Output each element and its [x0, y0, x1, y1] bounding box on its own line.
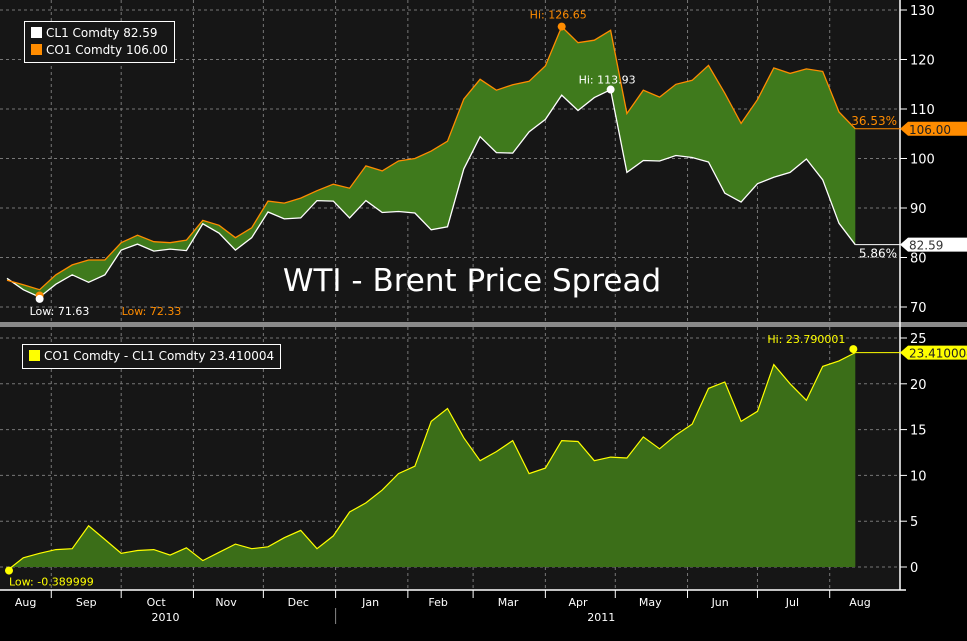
low-co1-label: Low: 72.33: [122, 305, 182, 318]
series-line-spread: [6, 352, 856, 572]
bottom-legend: CO1 Comdty - CL1 Comdty 23.410004: [22, 344, 282, 369]
legend-label: CO1 Comdty: [46, 43, 123, 57]
spread-fill-band: [7, 26, 856, 298]
spread-area-fill: [6, 352, 856, 571]
month-label: Jun: [711, 596, 729, 609]
y-tick-label: 130: [910, 4, 935, 19]
y-tick-label: 90: [910, 202, 927, 217]
legend-value: 23.410004: [209, 349, 275, 363]
change-label-co1: 36.53%: [851, 114, 897, 128]
year-label: 2011: [587, 611, 615, 624]
year-label: 2010: [151, 611, 179, 624]
legend-value: 82.59: [123, 26, 158, 40]
legend-entry-co1: CO1 Comdty 106.00: [31, 42, 168, 59]
hi-co1-label: Hi: 126.65: [530, 9, 587, 22]
hi-cl1-label: Hi: 113.93: [579, 74, 636, 87]
last-value-spread-tag-label: 23.410004: [909, 347, 967, 361]
low-cl1-marker: [35, 294, 44, 303]
y-tick-label: 20: [910, 378, 927, 393]
month-label: Aug: [15, 596, 36, 609]
month-label: May: [639, 596, 662, 609]
month-label: Apr: [568, 596, 588, 609]
top-legend: CL1 Comdty 82.59 CO1 Comdty 106.00: [24, 21, 175, 63]
y-tick-label: 70: [910, 301, 927, 316]
month-label: Aug: [849, 596, 870, 609]
panel-separator: [0, 322, 967, 327]
low-cl1-label: Low: 71.63: [30, 305, 90, 318]
month-label: Sep: [76, 596, 97, 609]
legend-label: CL1 Comdty: [46, 26, 120, 40]
y-tick-label: 5: [910, 515, 918, 530]
legend-entry-cl1: CL1 Comdty 82.59: [31, 25, 168, 42]
hi-co1-marker: [557, 22, 566, 31]
hi-cl1-marker: [606, 85, 615, 94]
y-tick-label: 110: [910, 103, 935, 118]
legend-swatch-yellow: [29, 350, 40, 361]
last-value-co1-tag-label: 106.00: [909, 123, 951, 137]
month-label: Dec: [288, 596, 309, 609]
y-tick-label: 25: [910, 332, 927, 347]
y-tick-label: 0: [910, 561, 918, 576]
legend-value: 106.00: [125, 43, 168, 57]
series-line-cl1: [6, 88, 856, 298]
month-label: Feb: [428, 596, 447, 609]
low-spread-marker: [5, 566, 13, 575]
hi-spread-marker: [849, 345, 858, 354]
chart-title: WTI - Brent Price Spread: [283, 263, 661, 299]
month-label: Jan: [361, 596, 379, 609]
last-value-cl1-tag: [900, 237, 967, 252]
change-label-cl1: 5.86%: [859, 247, 897, 261]
month-label: Mar: [498, 596, 519, 609]
y-tick-label: 80: [910, 252, 927, 267]
legend-swatch-orange: [31, 44, 42, 55]
y-tick-label: 100: [910, 153, 935, 168]
series-line-co1: [6, 25, 856, 291]
y-tick-label: 15: [910, 424, 927, 439]
legend-swatch-white: [31, 27, 42, 38]
last-value-co1-tag: [900, 121, 967, 136]
month-label: Jul: [785, 596, 799, 609]
legend-label: CO1 Comdty - CL1 Comdty: [44, 349, 206, 363]
month-label: Oct: [147, 596, 167, 609]
y-tick-label: 10: [910, 469, 927, 484]
hi-spread-label: Hi: 23.790001: [767, 333, 845, 346]
y-tick-label: 120: [910, 54, 935, 69]
month-label: Nov: [215, 596, 237, 609]
last-value-spread-tag: [900, 345, 967, 360]
low-spread-label: Low: -0.389999: [9, 576, 94, 589]
last-value-cl1-tag-label: 82.59: [909, 239, 943, 253]
